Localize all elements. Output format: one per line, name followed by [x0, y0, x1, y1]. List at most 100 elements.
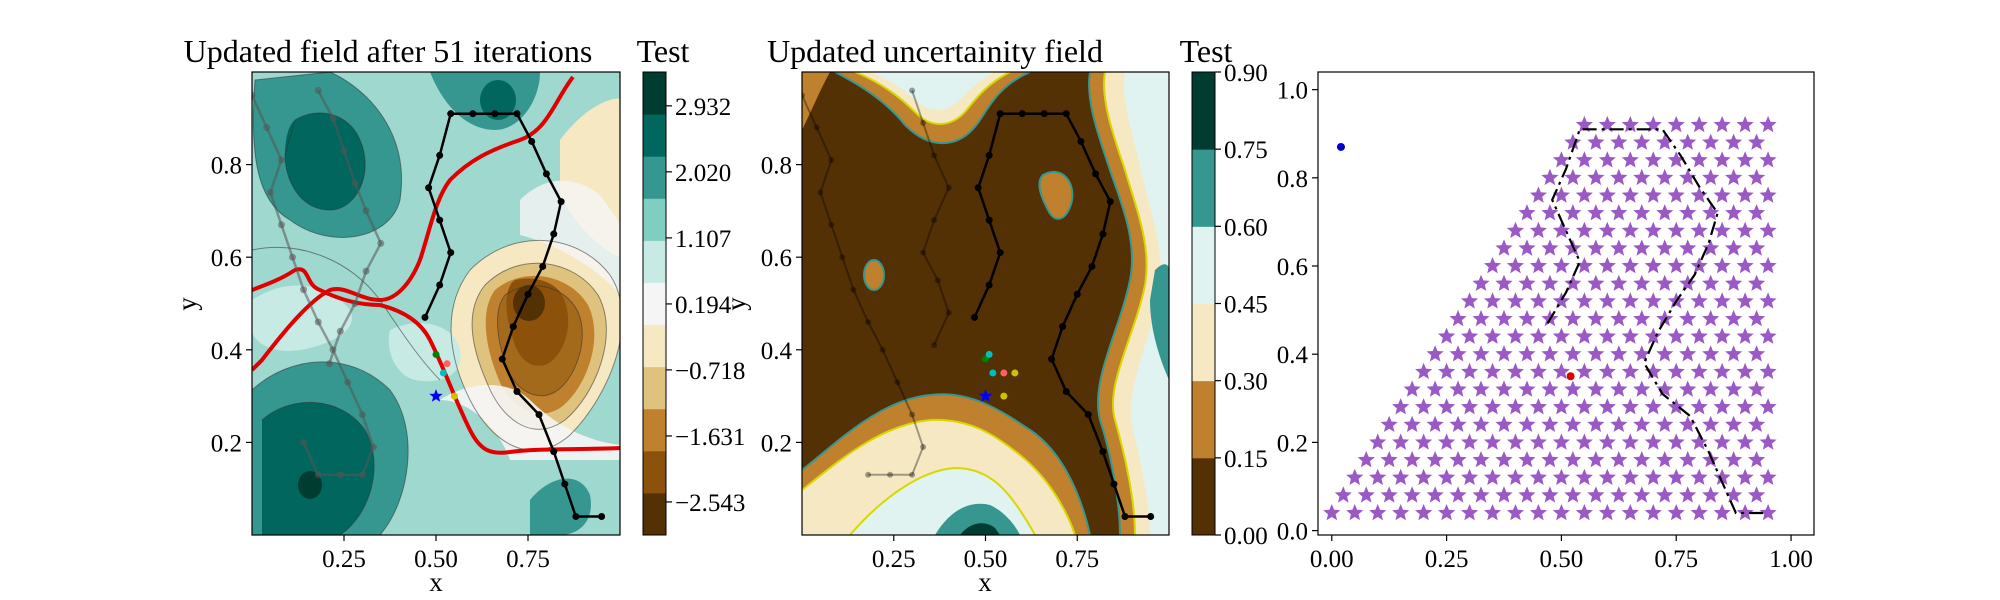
faded-path-line	[252, 94, 375, 477]
candidate-star	[1415, 362, 1433, 380]
candidate-star	[1667, 151, 1685, 168]
candidate-star	[1484, 468, 1502, 485]
candidate-star	[1598, 292, 1616, 309]
candidate-star	[1518, 274, 1536, 291]
candidate-star	[1587, 380, 1605, 397]
candidate-star	[1759, 115, 1777, 133]
path-point	[314, 318, 322, 326]
candidate-star	[1484, 292, 1502, 309]
colorbar-segment	[643, 114, 666, 157]
path-point	[572, 512, 580, 520]
faded-path-points	[802, 92, 927, 478]
candidate-star	[1484, 257, 1502, 274]
colorbar-tick-label: 0.30	[1224, 369, 1268, 396]
path-point	[1099, 448, 1107, 456]
path-point	[996, 110, 1004, 118]
path-point	[931, 342, 938, 349]
contour-level	[252, 285, 352, 351]
candidate-star	[1564, 204, 1582, 221]
contour-level	[1123, 72, 1169, 535]
candidate-star	[1679, 486, 1697, 503]
uncertainty-contours	[802, 72, 1169, 535]
marker-dot	[1000, 392, 1008, 400]
candidate-star	[1449, 486, 1467, 503]
candidate-star	[1598, 257, 1616, 274]
candidate-star	[1461, 292, 1479, 309]
candidate-star	[1644, 186, 1662, 203]
candidate-star	[1633, 239, 1651, 256]
candidate-star	[1633, 380, 1651, 397]
candidate-star	[1564, 345, 1582, 362]
path-point	[839, 254, 846, 261]
colorbar-tick-label: −2.543	[675, 490, 745, 517]
x-tick-label: 0.25	[872, 546, 916, 573]
candidate-star	[1736, 115, 1754, 133]
candidate-star	[1506, 468, 1524, 485]
path-point	[1110, 480, 1118, 488]
candidate-star	[1506, 292, 1524, 309]
candidate-star	[1506, 257, 1524, 274]
marker-dot	[989, 369, 997, 377]
candidate-star	[1575, 221, 1593, 238]
candidate-star	[1575, 468, 1593, 485]
y-tick-label: 0.2	[211, 430, 242, 457]
faded-path-line	[802, 94, 925, 476]
path-point	[491, 110, 499, 118]
path-point	[865, 319, 872, 326]
colorbar-segment	[1192, 149, 1215, 227]
candidate-star	[1552, 327, 1570, 344]
path-point	[550, 230, 558, 238]
candidate-star	[1564, 168, 1582, 186]
x-tick-label: 0.25	[1425, 546, 1469, 573]
candidate-star	[1552, 504, 1570, 521]
candidate-star	[1690, 398, 1708, 415]
candidate-star	[1633, 451, 1651, 468]
candidate-star	[1518, 415, 1536, 432]
candidate-star	[1725, 274, 1743, 291]
marker-dot	[985, 350, 993, 358]
x-tick-label: 0.50	[964, 546, 1008, 573]
panel-field: Updated field after 51 iterations	[172, 33, 745, 597]
candidate-star	[1598, 151, 1616, 168]
candidate-star	[1690, 115, 1708, 133]
candidate-star	[1392, 398, 1410, 415]
path-point	[850, 286, 857, 293]
contour-level	[440, 385, 620, 460]
candidate-star	[1621, 468, 1639, 485]
candidate-star	[1679, 345, 1697, 362]
candidate-star	[1472, 309, 1490, 327]
candidate-star	[1748, 204, 1766, 221]
boundary-line	[802, 393, 1091, 535]
contour-level	[863, 259, 885, 291]
candidate-star	[1392, 504, 1410, 521]
candidate-star	[1518, 486, 1536, 503]
marker-dot	[1011, 369, 1019, 377]
candidate-star	[1552, 468, 1570, 485]
path-point	[336, 327, 344, 335]
candidate-star	[1690, 362, 1708, 380]
path-point	[985, 281, 993, 289]
candidate-star	[1438, 504, 1456, 521]
candidate-star	[1541, 274, 1559, 291]
uncertainty-y-ticks: 0.2 0.4 0.6 0.8	[761, 153, 802, 457]
path-point	[277, 221, 285, 229]
path-point	[970, 313, 978, 321]
colorbar-tick-label: 0.194	[675, 292, 732, 319]
candidate-star	[1621, 433, 1639, 450]
candidate-star	[1438, 362, 1456, 380]
candidate-star	[1472, 274, 1490, 291]
candidate-star	[1472, 415, 1490, 432]
uncertainty-colorbar: Test 0.00 0.15 0.30 0.45 0.60 0.75 0.90	[1180, 33, 1268, 550]
candidate-star	[1621, 327, 1639, 344]
candidate-star	[1518, 380, 1536, 397]
colorbar-tick-label: 0.00	[1224, 523, 1268, 550]
y-tick-label: 0.8	[1277, 166, 1308, 193]
candidate-star	[1690, 221, 1708, 238]
path-point	[802, 92, 805, 99]
path-point	[909, 471, 916, 478]
path-point	[351, 300, 359, 307]
uncertainty-markers	[978, 350, 1019, 402]
candidate-star	[1369, 433, 1387, 450]
path-point	[524, 290, 532, 298]
candidate-star	[1633, 309, 1651, 327]
